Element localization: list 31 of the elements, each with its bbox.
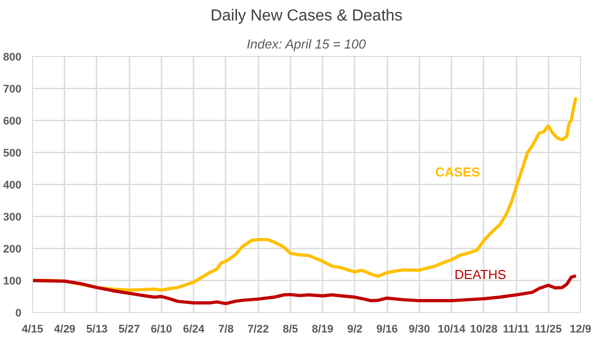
x-tick-label: 6/24 <box>182 324 206 336</box>
x-tick-label: 5/27 <box>118 324 140 336</box>
y-tick-label: 700 <box>3 84 22 96</box>
x-tick-label: 11/25 <box>534 324 562 336</box>
text: CASES <box>435 164 480 180</box>
y-tick-label: 300 <box>3 212 22 224</box>
x-tick-label: 5/13 <box>86 324 108 336</box>
x-tick-label: 11/11 <box>502 324 530 336</box>
x-tick-label: 9/30 <box>408 324 430 336</box>
x-tick-label: 10/14 <box>438 324 466 336</box>
x-tick-label: 7/22 <box>247 324 269 336</box>
x-tick-label: 7/8 <box>218 324 234 336</box>
x-tick-label: 8/19 <box>312 324 334 336</box>
chart-title: Daily New Cases & Deaths <box>210 8 403 24</box>
y-tick-label: 200 <box>3 244 22 256</box>
x-tick-label: 10/28 <box>470 324 498 336</box>
y-tick-label: 0 <box>15 308 22 320</box>
x-tick-label: 12/9 <box>570 324 592 336</box>
y-tick-label: 600 <box>3 116 22 128</box>
y-tick-label: 800 <box>3 52 22 64</box>
x-tick-label: 4/29 <box>54 324 76 336</box>
x-tick-label: 6/10 <box>150 324 172 336</box>
x-tick-label: 9/2 <box>347 324 363 336</box>
y-tick-label: 100 <box>3 276 22 288</box>
y-tick-label: 500 <box>3 148 22 160</box>
series-label: DEATHS <box>454 266 507 282</box>
chart-subtitle: Index: April 15 = 100 <box>246 36 367 52</box>
x-tick-label: 8/5 <box>282 324 298 336</box>
y-tick-label: 400 <box>3 180 22 192</box>
x-tick-label: 9/16 <box>376 324 398 336</box>
x-tick-label: 4/15 <box>22 324 44 336</box>
